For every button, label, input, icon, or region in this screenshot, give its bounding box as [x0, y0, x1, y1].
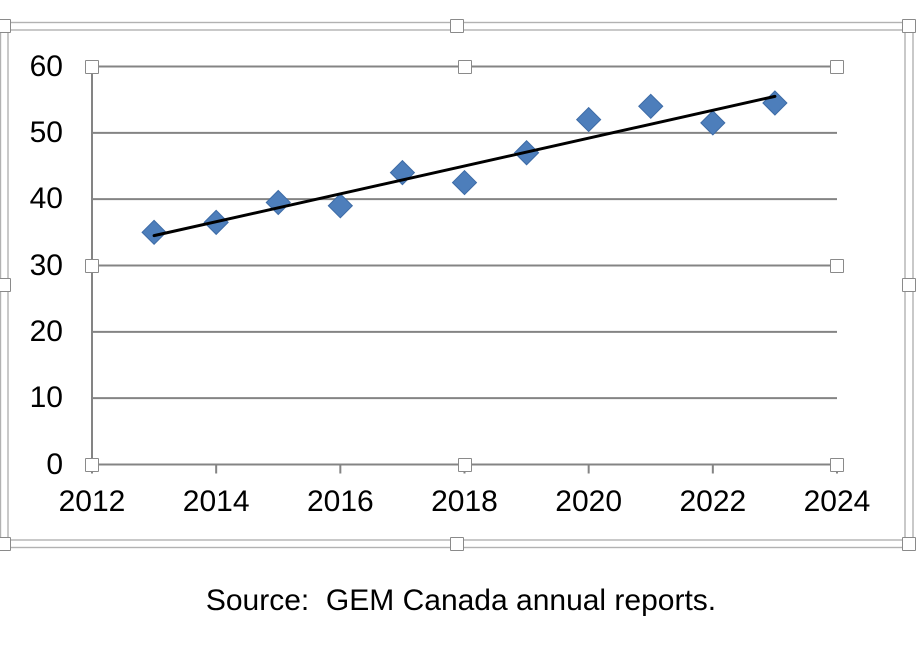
chart-resize-handle-middle-left[interactable] [0, 277, 11, 292]
source-caption: Source: GEM Canada annual reports. [205, 584, 717, 617]
chart-resize-handle-bottom-left[interactable] [0, 536, 11, 551]
chart-resize-handle-top-center[interactable] [450, 19, 464, 33]
x-axis-label-2016: 2016 [306, 485, 374, 518]
x-axis-label-2018: 2018 [431, 485, 498, 518]
plot-resize-handle-middle-left[interactable] [85, 258, 99, 273]
plot-resize-handle-bottom-right[interactable] [830, 457, 844, 472]
chart-resize-handle-top-left[interactable] [0, 19, 11, 33]
plot-resize-handle-bottom-center[interactable] [457, 457, 472, 472]
y-axis-label-60: 60 [29, 49, 63, 83]
y-axis-label-20: 20 [29, 314, 63, 348]
y-axis-label-0: 0 [46, 447, 63, 481]
data-point-2018[interactable] [451, 169, 478, 196]
x-axis-label-2012: 2012 [58, 485, 126, 518]
data-point-2016[interactable] [327, 193, 354, 219]
y-axis-label-10: 10 [29, 381, 63, 415]
plot-resize-handle-bottom-left[interactable] [85, 457, 99, 472]
chart-resize-handle-bottom-right[interactable] [902, 536, 916, 551]
y-axis-label-30: 30 [29, 248, 63, 282]
chart-resize-handle-top-right[interactable] [902, 19, 916, 33]
data-point-2021[interactable] [638, 93, 664, 120]
plot-resize-handle-top-right[interactable] [830, 59, 844, 74]
x-axis-label-2020: 2020 [555, 485, 623, 518]
trendline[interactable] [152, 94, 777, 238]
plot-resize-handle-middle-right[interactable] [830, 258, 844, 273]
data-point-2013[interactable] [141, 219, 167, 246]
x-axis-label-2014: 2014 [182, 485, 250, 518]
chart-resize-handle-middle-right[interactable] [902, 277, 916, 292]
y-axis-label-40: 40 [29, 182, 63, 216]
y-axis-label-50: 50 [29, 115, 63, 149]
data-point-2022[interactable] [700, 110, 726, 136]
data-point-2020[interactable] [575, 106, 602, 133]
x-axis-label-2024: 2024 [803, 485, 871, 518]
chart-resize-handle-bottom-center[interactable] [450, 536, 464, 551]
plot-resize-handle-top-left[interactable] [85, 59, 99, 74]
plot-resize-handle-top-center[interactable] [457, 59, 472, 74]
x-axis-label-2022: 2022 [679, 485, 747, 518]
